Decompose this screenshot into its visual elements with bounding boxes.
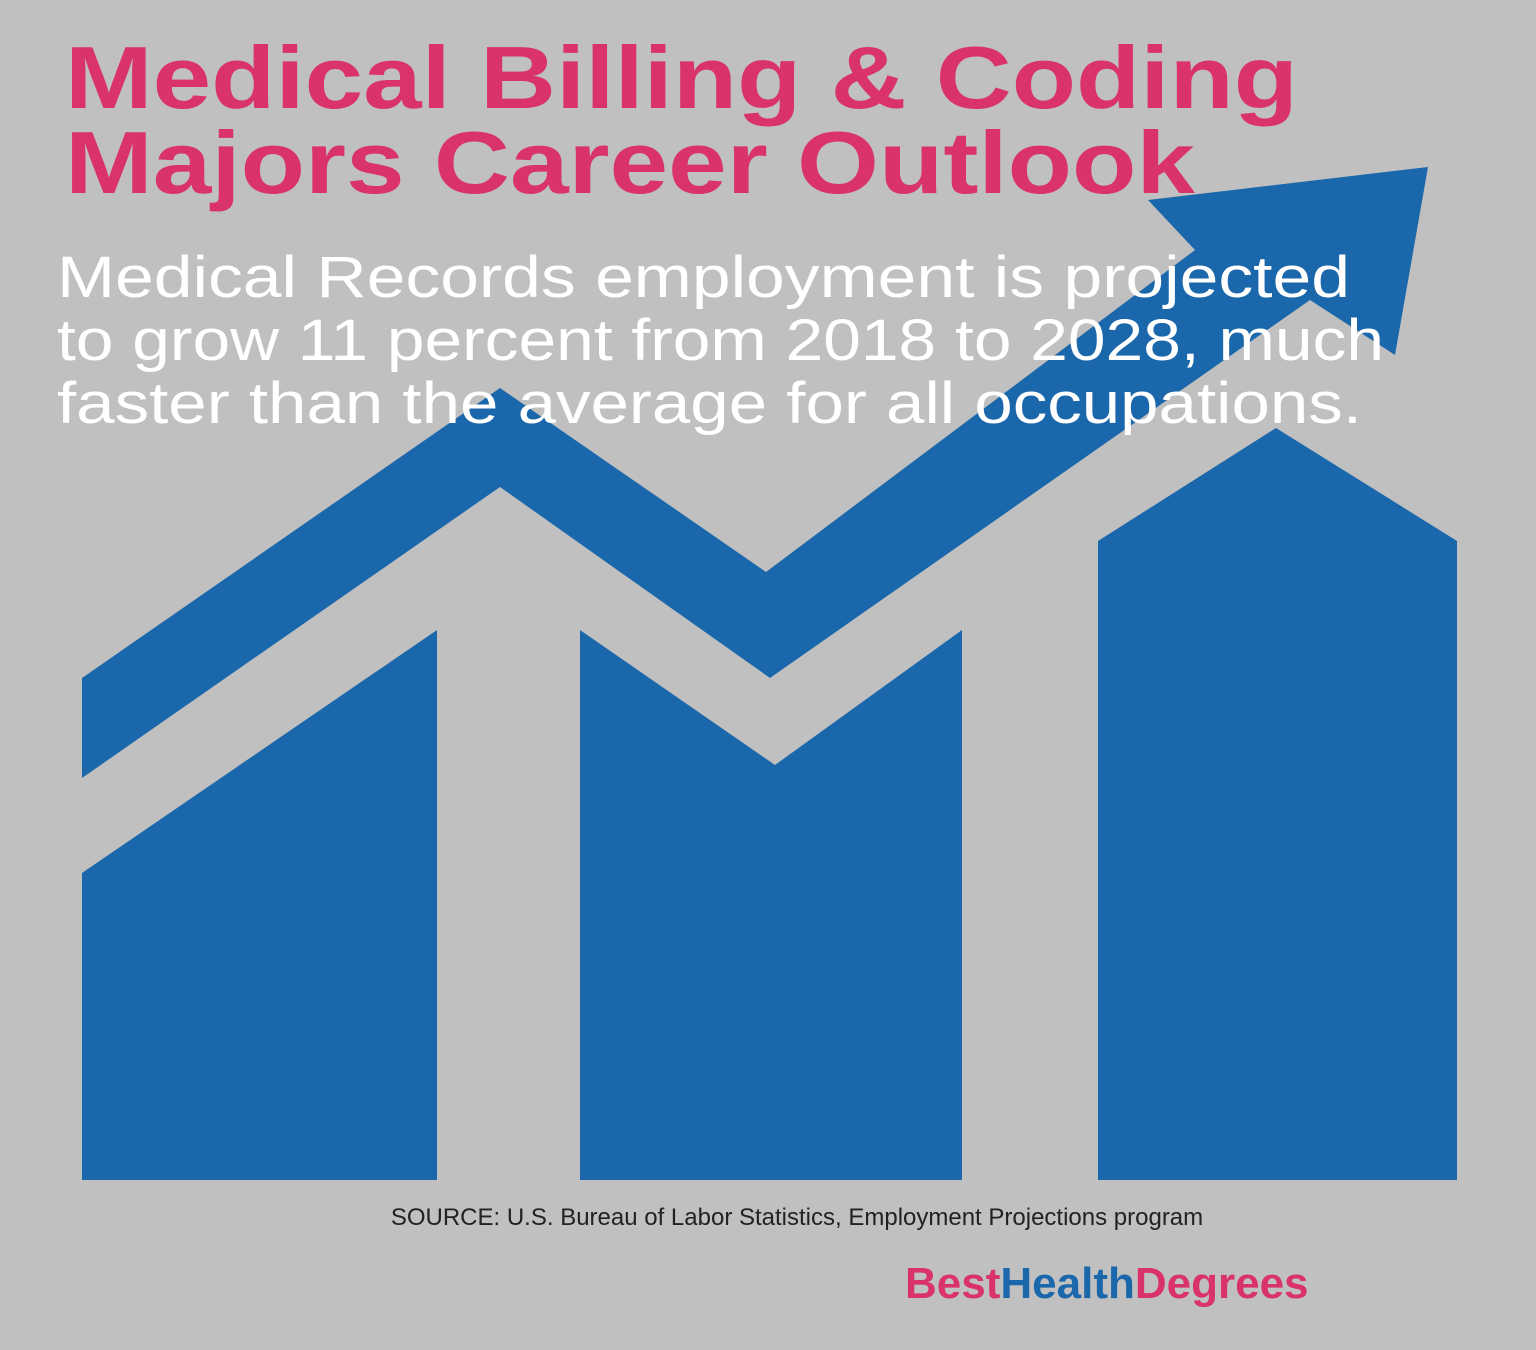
icon-bar — [580, 630, 962, 1180]
brand-part: Degrees — [1135, 1259, 1309, 1308]
brand-part: Best — [905, 1259, 1001, 1308]
brand-part: Health — [1000, 1259, 1134, 1308]
title-line: Medical Billing & Coding — [65, 28, 1298, 127]
trend-arrow — [82, 167, 1428, 778]
icon-bar — [82, 630, 437, 1180]
body-line: to grow 11 percent from 2018 to 2028, mu… — [57, 308, 1384, 373]
source: SOURCE: U.S. Bureau of Labor Statistics,… — [391, 1204, 1203, 1231]
growth-icon — [82, 167, 1457, 1180]
title-line: Majors Career Outlook — [65, 113, 1196, 212]
icon-bar — [1098, 428, 1457, 1180]
body-line: Medical Records employment is projected — [57, 245, 1350, 310]
body-line: faster than the average for all occupati… — [57, 371, 1362, 436]
brand: BestHealthDegrees — [905, 1259, 1309, 1308]
